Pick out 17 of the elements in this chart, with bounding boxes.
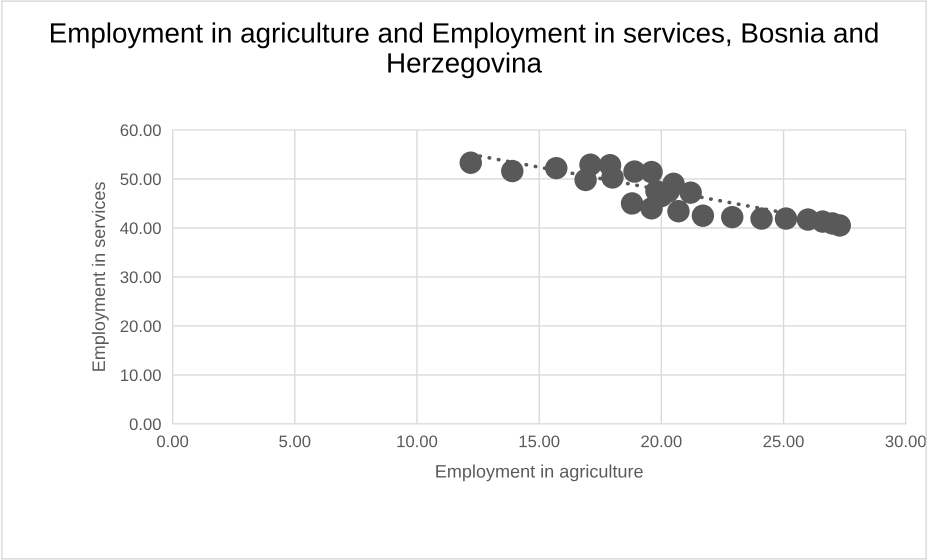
y-tick-label: 0.00 [130,418,161,430]
x-tick-label: 5.00 [279,435,310,448]
y-tick-label: 60.00 [120,124,161,136]
chart-title: Employment in agriculture and Employment in services, Bosnia and Herzegovina [50,22,878,78]
x-tick-label: 15.00 [520,435,560,448]
x-tick-label: 10.00 [397,435,438,448]
y-axis-title: Employment in services [92,182,109,371]
x-tick-label: 25.00 [764,435,804,448]
y-tick-label: 40.00 [120,222,161,234]
y-tick-label: 30.00 [120,271,161,284]
x-tick-label: 20.00 [641,435,682,448]
x-axis-title: Employment in agriculture [436,464,643,482]
y-tick-label: 20.00 [120,320,161,332]
x-tick-label: 30.00 [886,435,926,448]
x-tick-label: 0.00 [157,435,188,448]
y-tick-label: 50.00 [120,173,161,186]
y-tick-label: 10.00 [121,369,161,382]
